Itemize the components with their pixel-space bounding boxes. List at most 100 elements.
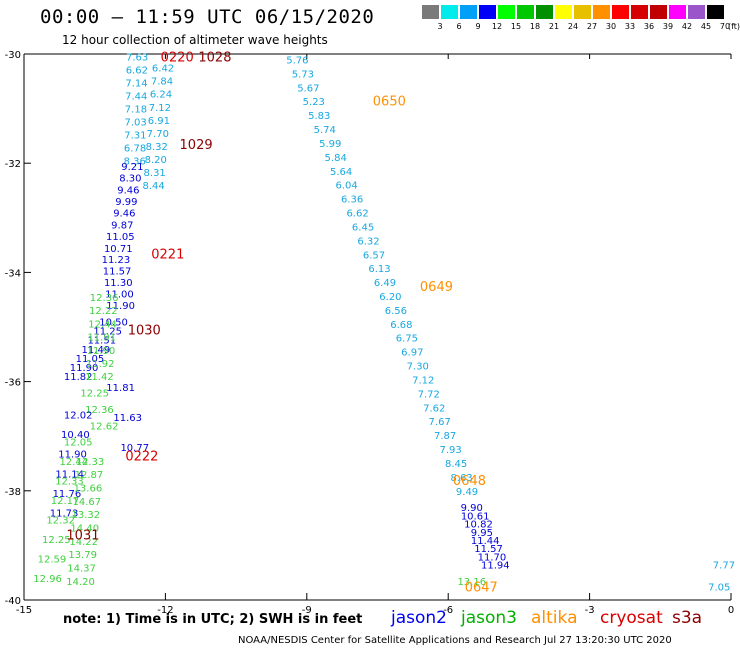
swh-value-label: 12.25 [80,389,109,400]
swh-value-label: 11.92 [86,359,115,370]
swh-value-label: 13.79 [68,550,97,561]
color-scale-tick: 3 [437,22,443,31]
swh-value-label: 6.62 [346,209,368,220]
swh-value-label: 7.12 [149,103,171,114]
swh-value-label: 11.90 [70,363,99,374]
note-text: note: 1) Time is in UTC; 2) SWH is in fe… [63,612,363,627]
swh-value-label: 9.99 [115,197,137,208]
swh-value-label: 11.91 [87,333,116,344]
lat-tick-label: -40 [5,596,21,607]
swh-value-label: 12.05 [64,438,93,449]
swh-value-label: 7.93 [439,445,461,456]
swh-value-label: 5.99 [319,139,341,150]
swh-value-label: 6.91 [148,116,170,127]
swh-value-label: 10.71 [104,244,133,255]
swh-value-label: 7.05 [708,582,730,593]
lon-tick-label: 0 [728,605,734,616]
swh-value-label: 12.44 [88,319,117,330]
swh-value-label: 7.72 [418,389,440,400]
swh-value-label: 8.20 [145,155,167,166]
swh-value-label: 8.32 [146,142,168,153]
swh-value-label: 11.05 [76,354,105,365]
swh-value-label: 12.36 [85,405,114,416]
swh-value-label: 14.22 [69,537,98,548]
swh-value-label: 7.77 [713,561,735,572]
swh-value-label: 7.31 [124,131,146,142]
color-swatch [422,5,439,19]
swh-value-label: 12.59 [38,555,67,566]
swh-value-label: 11.57 [103,266,132,277]
swh-value-label: 5.83 [308,111,330,122]
swh-value-label: 7.18 [125,105,147,116]
swh-value-label: 11.57 [474,544,503,555]
swh-value-label: 6.75 [396,334,418,345]
color-swatch [612,5,629,19]
swh-value-label: 6.04 [336,181,358,192]
swh-value-label: 12.96 [33,574,62,585]
swh-value-label: 9.49 [456,487,478,498]
color-scale-tick: 12 [491,22,503,31]
footer-credit: NOAA/NESDIS Center for Satellite Applica… [238,635,672,646]
pass-time-label: 1031 [66,528,99,543]
swh-value-label: 11.30 [104,278,133,289]
color-scale-tick: 70 [719,22,731,31]
color-scale-tick: 18 [529,22,541,31]
swh-value-label: 14.40 [70,524,99,535]
swh-value-label: 5.64 [330,167,352,178]
pass-time-label: 0648 [453,474,486,489]
color-scale-tick: 36 [643,22,655,31]
legend-jason2: jason2 [391,608,447,628]
swh-value-label: 7.14 [125,79,147,90]
swh-value-label: 8.30 [119,174,141,185]
pass-time-label: 0221 [151,247,184,262]
swh-value-label: 11.49 [82,345,111,356]
color-scale-tick: 9 [475,22,481,31]
swh-value-label: 6.45 [352,222,374,233]
color-swatch [517,5,534,19]
color-swatch [536,5,553,19]
lon-tick-label: -12 [157,605,173,616]
chart-title: 00:00 — 11:59 UTC 06/15/2020 [40,6,375,28]
pass-time-label: 0649 [420,280,453,295]
swh-value-label: 14.37 [67,564,96,575]
color-scale-tick: 39 [662,22,674,31]
swh-value-label: 11.05 [106,232,135,243]
color-swatch [669,5,686,19]
swh-value-label: 7.87 [434,431,456,442]
swh-value-label: 14.67 [73,497,102,508]
lat-tick-label: -32 [5,159,21,170]
swh-value-label: 12.33 [55,477,84,488]
swh-value-label: 6.42 [152,64,174,75]
legend-altika: altika [531,608,578,628]
swh-value-label: 10.61 [461,511,490,522]
swh-value-label: 12.36 [90,293,119,304]
swh-value-label: 11.73 [50,509,79,520]
swh-value-label: 8.31 [144,168,166,179]
swh-value-label: 11.44 [471,536,500,547]
lon-tick-label: -3 [585,605,595,616]
swh-value-label: 11.51 [87,336,116,347]
swh-value-label: 12.25 [42,535,71,546]
swh-value-label: 6.68 [390,320,412,331]
swh-value-label: 11.14 [55,469,84,480]
swh-value-label: 10.82 [464,520,493,531]
swh-value-label: 7.84 [151,77,173,88]
swh-value-label: 6.56 [385,306,407,317]
color-scale-tick: 6 [456,22,462,31]
swh-value-label: 12.44 [60,457,89,468]
swh-value-label: 7.30 [407,362,429,373]
color-scale-tick: 21 [548,22,560,31]
lon-tick-label: -15 [16,605,32,616]
color-scale-tick: 45 [700,22,712,31]
color-scale-tick: 24 [567,22,579,31]
swh-value-label: 7.63 [126,53,148,64]
swh-value-label: 8.44 [142,181,164,192]
lat-tick-label: -34 [5,268,21,279]
color-swatch [498,5,515,19]
swh-value-label: 10.77 [120,443,149,454]
swh-value-label: 14.20 [66,577,95,588]
pass-time-label: 0650 [373,94,406,109]
pass-time-label: 0220 [161,51,194,66]
swh-value-label: 9.87 [111,220,133,231]
